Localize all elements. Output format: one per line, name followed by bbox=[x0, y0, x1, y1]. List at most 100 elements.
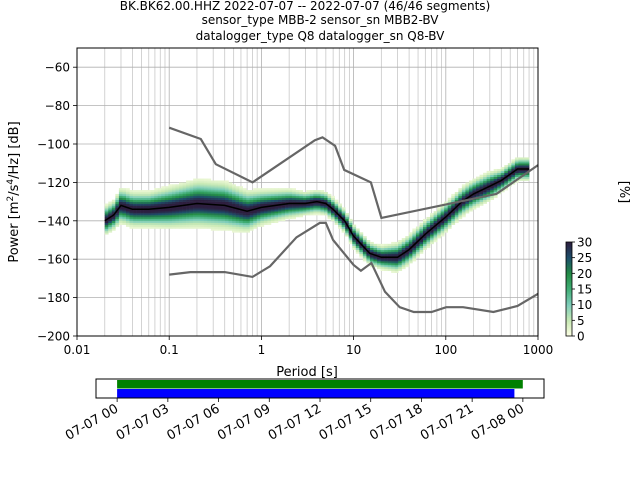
psd-histogram-cell bbox=[157, 215, 162, 218]
x-axis-label: Period [s] bbox=[276, 365, 338, 380]
psd-histogram-cell bbox=[118, 207, 123, 210]
psd-histogram-cell bbox=[246, 197, 251, 200]
psd-histogram-cell bbox=[430, 220, 434, 224]
psd-histogram-cell bbox=[394, 263, 399, 266]
psd-histogram-cell bbox=[433, 211, 438, 214]
psd-histogram-cell bbox=[302, 193, 307, 197]
psd-histogram-cell bbox=[168, 190, 173, 193]
psd-histogram-cell bbox=[288, 207, 293, 210]
psd-histogram-cell bbox=[182, 195, 187, 199]
psd-histogram-cell bbox=[483, 197, 487, 200]
psd-histogram-cell bbox=[426, 224, 431, 227]
psd-histogram-cell bbox=[341, 228, 346, 231]
psd-histogram-cell bbox=[345, 216, 350, 220]
psd-histogram-cell bbox=[232, 184, 236, 187]
psd-histogram-cell bbox=[511, 168, 516, 172]
psd-histogram-cell bbox=[200, 184, 205, 187]
psd-histogram-cell bbox=[366, 245, 371, 248]
psd-histogram-cell bbox=[504, 172, 509, 176]
psd-histogram-cell bbox=[327, 203, 332, 206]
psd-histogram-cell bbox=[373, 261, 378, 264]
psd-histogram-cell bbox=[249, 203, 254, 206]
psd-histogram-cell bbox=[179, 213, 183, 216]
psd-histogram-cell bbox=[193, 178, 197, 181]
psd-histogram-cell bbox=[242, 222, 247, 225]
psd-histogram-cell bbox=[196, 199, 201, 202]
colorbar-cell bbox=[566, 302, 572, 305]
psd-histogram-cell bbox=[171, 216, 176, 220]
psd-histogram-cell bbox=[451, 220, 456, 224]
psd-histogram-cell bbox=[193, 184, 197, 187]
psd-histogram-cell bbox=[150, 209, 155, 212]
psd-histogram-cell bbox=[525, 163, 530, 166]
psd-histogram-cell bbox=[161, 197, 166, 200]
psd-histogram-cell bbox=[490, 176, 495, 179]
psd-histogram-cell bbox=[274, 201, 279, 204]
psd-histogram-cell bbox=[147, 209, 152, 212]
psd-histogram-cell bbox=[419, 241, 424, 245]
psd-histogram-cell bbox=[235, 211, 240, 214]
psd-histogram-cell bbox=[440, 224, 445, 227]
timeline-tick-label: 07-07 00 bbox=[63, 401, 121, 443]
psd-histogram-cell bbox=[161, 201, 166, 204]
psd-histogram-cell bbox=[263, 190, 268, 193]
psd-histogram-cell bbox=[111, 222, 116, 225]
psd-histogram-cell bbox=[497, 174, 502, 177]
psd-histogram-cell bbox=[454, 215, 459, 218]
psd-histogram-cell bbox=[171, 213, 176, 216]
psd-histogram-cell bbox=[200, 197, 205, 200]
psd-histogram-cell bbox=[302, 203, 307, 206]
psd-histogram-cell bbox=[433, 218, 438, 222]
psd-histogram-cell bbox=[246, 228, 251, 231]
psd-histogram-cell bbox=[341, 215, 346, 218]
psd-histogram-cell bbox=[430, 234, 434, 237]
y-tick-label: −140 bbox=[37, 214, 70, 228]
psd-histogram-cell bbox=[384, 251, 388, 254]
psd-histogram-cell bbox=[412, 232, 417, 235]
psd-histogram-cell bbox=[140, 226, 144, 229]
psd-histogram-cell bbox=[239, 207, 243, 210]
psd-histogram-cell bbox=[468, 184, 473, 187]
psd-histogram-cell bbox=[150, 216, 155, 220]
psd-histogram-cell bbox=[115, 222, 120, 225]
psd-histogram-cell bbox=[200, 186, 205, 189]
psd-histogram-cell bbox=[214, 213, 219, 216]
psd-histogram-cell bbox=[179, 215, 183, 218]
psd-histogram-cell bbox=[260, 222, 265, 225]
psd-histogram-cell bbox=[316, 205, 321, 208]
psd-histogram-cell bbox=[122, 188, 127, 191]
psd-histogram-cell bbox=[359, 245, 364, 248]
psd-histogram-cell bbox=[164, 197, 169, 200]
psd-histogram-cell bbox=[210, 215, 215, 218]
psd-histogram-cell bbox=[171, 211, 176, 214]
psd-histogram-cell bbox=[458, 216, 463, 220]
psd-histogram-cell bbox=[133, 207, 137, 210]
psd-histogram-cell bbox=[196, 195, 201, 199]
psd-histogram-cell bbox=[118, 220, 123, 224]
psd-histogram-cell bbox=[147, 216, 152, 220]
psd-histogram-cell bbox=[203, 207, 208, 210]
psd-histogram-cell bbox=[380, 266, 385, 270]
psd-histogram-cell bbox=[193, 205, 197, 208]
psd-histogram-cell bbox=[483, 192, 487, 195]
psd-histogram-cell bbox=[352, 232, 357, 235]
psd-histogram-cell bbox=[334, 207, 339, 210]
psd-histogram-cell bbox=[249, 213, 254, 216]
psd-histogram-cell bbox=[497, 172, 502, 176]
psd-histogram-cell bbox=[419, 243, 424, 247]
psd-histogram-cell bbox=[281, 205, 286, 208]
psd-histogram-cell bbox=[111, 205, 116, 208]
psd-histogram-cell bbox=[140, 224, 144, 227]
psd-histogram-cell bbox=[179, 197, 183, 200]
psd-histogram-cell bbox=[380, 247, 385, 250]
psd-histogram-cell bbox=[150, 215, 155, 218]
psd-histogram-cell bbox=[352, 245, 357, 248]
psd-histogram-cell bbox=[295, 209, 300, 212]
psd-histogram-cell bbox=[341, 207, 346, 210]
psd-histogram-cell bbox=[270, 203, 275, 206]
psd-histogram-cell bbox=[179, 211, 183, 214]
psd-histogram-cell bbox=[246, 226, 251, 229]
psd-histogram-cell bbox=[500, 167, 505, 170]
psd-histogram-cell bbox=[394, 243, 399, 247]
psd-histogram-cell bbox=[355, 241, 360, 245]
